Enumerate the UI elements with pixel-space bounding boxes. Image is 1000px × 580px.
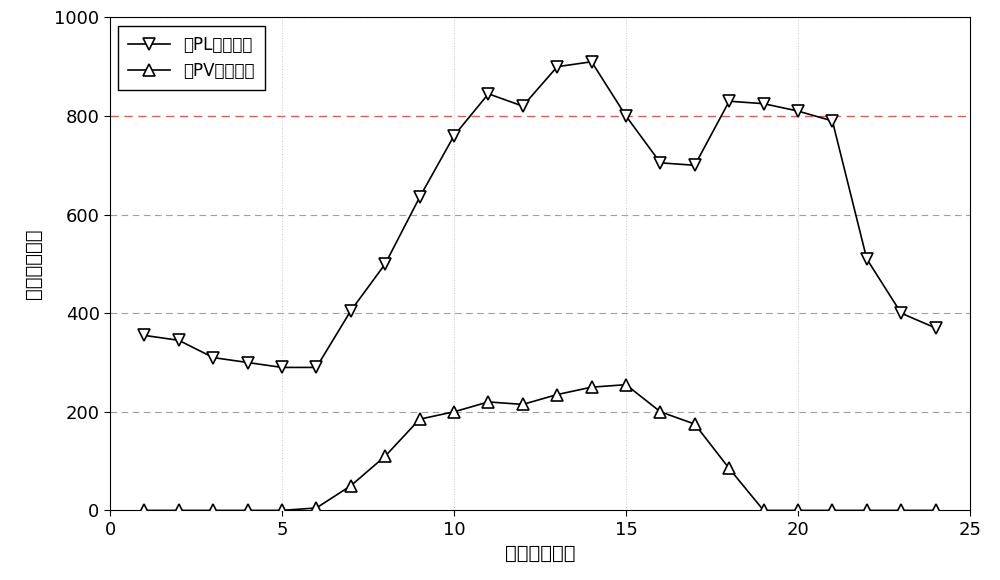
总PV预测曲线	[310, 505, 322, 512]
总PL预测曲线	[310, 364, 322, 371]
总PL预测曲线	[276, 364, 288, 371]
Line: 总PV预测曲线: 总PV预测曲线	[139, 379, 941, 516]
总PV预测曲线	[792, 507, 804, 514]
总PV预测曲线	[276, 507, 288, 514]
总PL预测曲线	[551, 63, 563, 70]
总PV预测曲线	[517, 401, 529, 408]
总PV预测曲线	[654, 408, 666, 415]
总PL预测曲线	[379, 260, 391, 267]
总PV预测曲线	[138, 507, 150, 514]
总PV预测曲线	[758, 507, 770, 514]
总PV预测曲线	[826, 507, 838, 514]
总PL预测曲线	[895, 310, 907, 317]
总PV预测曲线	[551, 391, 563, 398]
总PV预测曲线	[861, 507, 873, 514]
总PL预测曲线	[173, 337, 185, 344]
总PV预测曲线	[414, 416, 426, 423]
总PV预测曲线	[379, 452, 391, 459]
Y-axis label: 功率（兆瓦）: 功率（兆瓦）	[24, 229, 43, 299]
总PL预测曲线	[758, 100, 770, 107]
总PL预测曲线	[826, 118, 838, 125]
总PV预测曲线	[448, 408, 460, 415]
总PL预测曲线	[620, 113, 632, 119]
总PL预测曲线	[138, 332, 150, 339]
总PL预测曲线	[242, 359, 254, 366]
总PL预测曲线	[345, 307, 357, 314]
总PV预测曲线	[173, 507, 185, 514]
总PV预测曲线	[242, 507, 254, 514]
总PL预测曲线	[517, 103, 529, 110]
总PL预测曲线	[689, 162, 701, 169]
总PL预测曲线	[448, 132, 460, 139]
总PV预测曲线	[586, 384, 598, 391]
Line: 总PL预测曲线: 总PL预测曲线	[139, 56, 941, 373]
总PV预测曲线	[207, 507, 219, 514]
总PV预测曲线	[620, 381, 632, 388]
总PL预测曲线	[930, 325, 942, 332]
总PV预测曲线	[930, 507, 942, 514]
总PV预测曲线	[895, 507, 907, 514]
总PV预测曲线	[345, 483, 357, 490]
总PL预测曲线	[792, 108, 804, 115]
总PL预测曲线	[586, 58, 598, 65]
总PV预测曲线	[723, 465, 735, 472]
总PV预测曲线	[482, 398, 494, 405]
总PL预测曲线	[654, 160, 666, 166]
总PL预测曲线	[482, 90, 494, 97]
总PL预测曲线	[207, 354, 219, 361]
总PV预测曲线	[689, 420, 701, 427]
总PL预测曲线	[414, 194, 426, 201]
总PL预测曲线	[861, 255, 873, 262]
X-axis label: 时段（小时）: 时段（小时）	[505, 545, 575, 563]
Legend: 总PL预测曲线, 总PV预测曲线: 总PL预测曲线, 总PV预测曲线	[118, 26, 265, 90]
总PL预测曲线	[723, 98, 735, 105]
